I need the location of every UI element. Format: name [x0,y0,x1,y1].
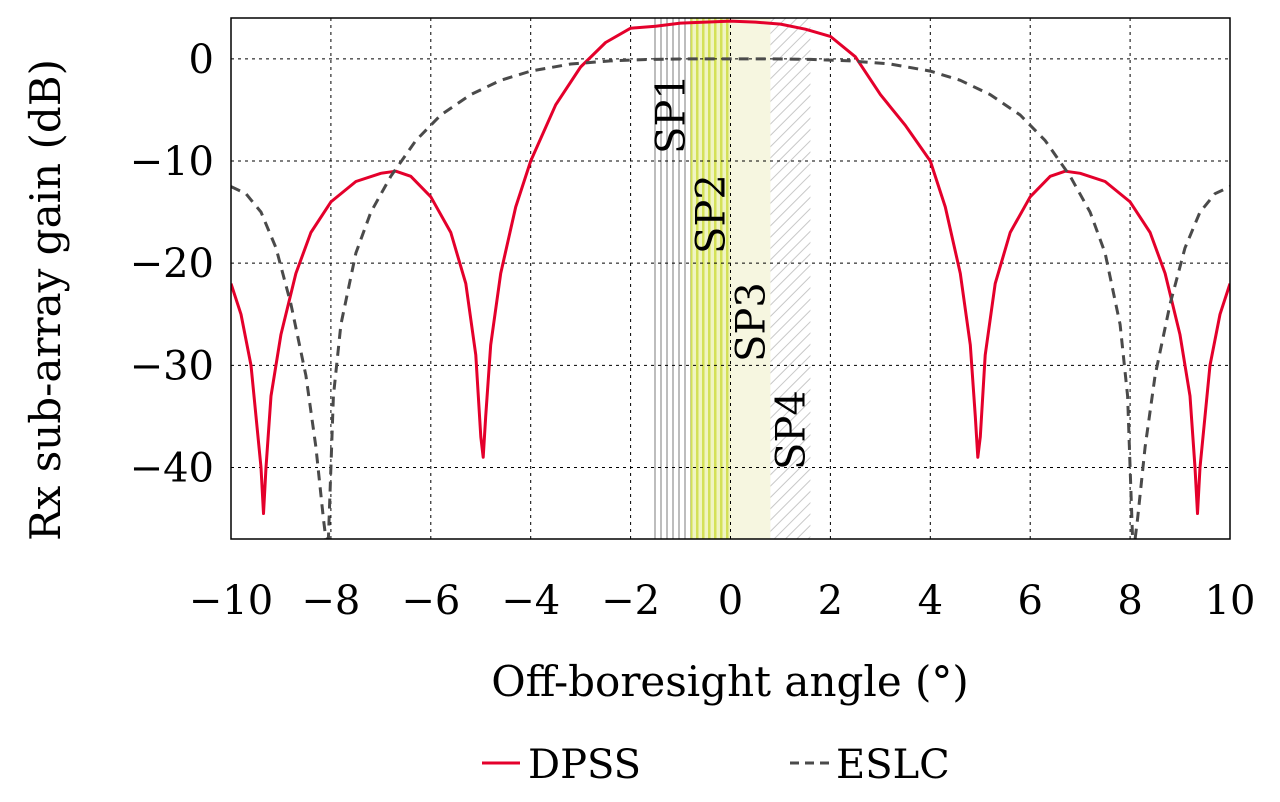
grid [231,18,1230,539]
region-label-sp4: SP4 [768,390,814,470]
y-tick-label: −20 [130,241,214,287]
x-tick-label: −4 [501,578,560,624]
x-tick-label: −8 [301,578,360,624]
region-sp3 [730,18,771,539]
x-tick-label: −2 [601,578,660,624]
y-tick-label: −30 [130,343,214,389]
y-tick-label: −40 [130,445,214,491]
x-axis-title: Off-boresight angle (°) [491,657,969,706]
y-tick-label: −10 [130,139,214,185]
region-label-sp2: SP2 [689,174,735,254]
y-axis-title: Rx sub-array gain (dB) [21,59,70,541]
region-labels: SP1 SP2 SP3 SP4 [649,74,815,470]
series-line-dpss [231,19,1230,515]
region-label-sp3: SP3 [729,282,775,362]
x-tick-label: 2 [818,578,843,624]
x-tick-label: 0 [718,578,743,624]
region-sp1 [650,18,691,539]
series-line-eslc [231,57,1230,539]
legend-label-eslc: ESLC [836,742,950,788]
x-tick-label: −10 [189,578,273,624]
region-sp2 [690,18,731,539]
y-tick-label: 0 [189,37,214,83]
x-tick-label: 4 [918,578,943,624]
x-tick-labels: −10 −8 −6 −4 −2 0 2 4 6 8 10 [189,578,1256,624]
plot-frame [230,17,1231,540]
region-label-sp1: SP1 [649,74,695,154]
series-lines [231,19,1230,539]
shaded-regions [650,18,811,539]
y-tick-labels: 0 −10 −20 −30 −40 [130,37,214,492]
region-sp4 [770,18,811,539]
x-tick-label: 6 [1017,578,1042,624]
x-tick-label: 10 [1205,578,1256,624]
legend: DPSS ESLC [482,742,950,788]
x-tick-label: −6 [401,578,460,624]
x-tick-label: 8 [1117,578,1142,624]
legend-label-dpss: DPSS [528,742,641,788]
